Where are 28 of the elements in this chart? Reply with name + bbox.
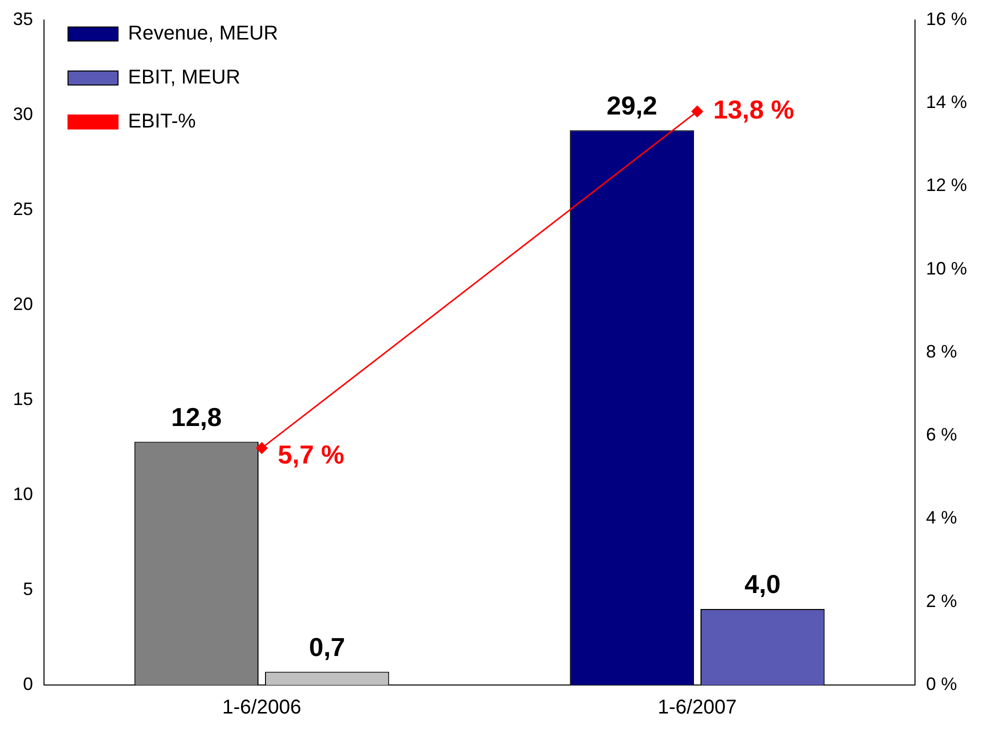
y2-tick-label: 0 % bbox=[926, 674, 958, 694]
x-tick-label: 1-6/2006 bbox=[222, 696, 302, 719]
y2-tick-label: 12 % bbox=[926, 175, 968, 196]
y-tick-label: 35 bbox=[12, 8, 34, 29]
legend-label: Revenue, MEUR bbox=[128, 22, 278, 45]
y-tick-label: 30 bbox=[12, 104, 34, 124]
y2-tick-label: 16 % bbox=[926, 8, 968, 29]
data-label: 13,8 % bbox=[713, 94, 794, 125]
x-tick-label: 1-6/2007 bbox=[658, 696, 737, 719]
y2-tick-label: 2 % bbox=[926, 590, 958, 611]
data-label: 0,7 bbox=[309, 632, 346, 662]
y2-tick-label: 10 % bbox=[926, 258, 968, 278]
y2-tick-label: 4 % bbox=[926, 508, 958, 528]
data-label: 12,8 bbox=[171, 402, 222, 432]
data-label: 29,2 bbox=[606, 90, 658, 120]
data-label: 4,0 bbox=[744, 569, 781, 600]
y2-tick-label: 8 % bbox=[926, 341, 958, 362]
y-tick-label: 15 bbox=[12, 388, 34, 409]
y-tick-label: 20 bbox=[12, 294, 34, 314]
data-label: 5,7 % bbox=[278, 439, 344, 470]
y-tick-label: 25 bbox=[12, 198, 34, 219]
legend-label: EBIT-% bbox=[128, 110, 196, 133]
y-tick-label: 10 bbox=[12, 484, 34, 504]
y-tick-label: 0 bbox=[23, 674, 34, 694]
legend-label: EBIT, MEUR bbox=[128, 66, 240, 89]
y2-tick-label: 6 % bbox=[926, 424, 958, 445]
y-tick-label: 5 bbox=[23, 578, 34, 599]
y2-tick-label: 14 % bbox=[926, 92, 968, 112]
